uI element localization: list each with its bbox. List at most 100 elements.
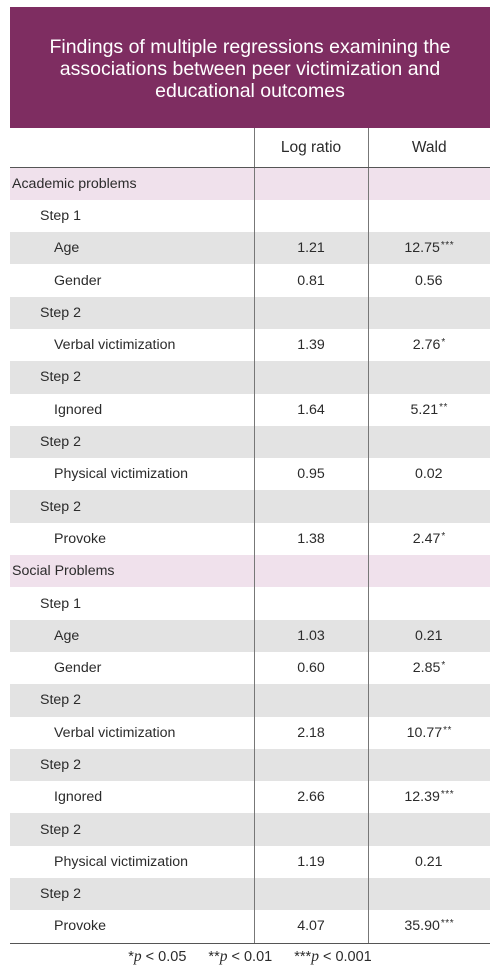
wald-value: 0.21 [414, 627, 443, 644]
log-ratio-cell: 1.64 [253, 393, 368, 426]
wald-value: 0.56 [414, 272, 443, 289]
row-label: Provoke [54, 918, 107, 935]
table-row: Gender 0.60 2.85* [10, 651, 490, 685]
significance-stars: ** [439, 401, 448, 413]
significance-footnote: *p < 0.05 **p < 0.01 ***p < 0.001 [0, 948, 500, 966]
log-ratio-cell [253, 167, 368, 200]
log-ratio-cell: 0.60 [253, 651, 368, 685]
row-label: Step 2 [10, 878, 254, 911]
row-label: Step 1 [40, 207, 82, 224]
wald-value: 10.77 [406, 724, 443, 741]
log-ratio-cell: 1.38 [253, 522, 368, 556]
log-ratio-cell [253, 684, 368, 717]
log-ratio-cell [253, 587, 368, 620]
log-ratio-cell [253, 878, 368, 911]
significance-stars: *** [440, 789, 455, 801]
title-line: Findings of multiple regressions examini… [49, 36, 451, 58]
log-ratio-cell [253, 555, 368, 588]
wald-cell: 10.77** [367, 716, 490, 749]
footnote-p01: **p < 0.01 [208, 948, 273, 965]
regression-table: Log ratio Wald Academic problems Step 1 Ag… [10, 128, 490, 943]
wald-cell: 12.39*** [367, 781, 490, 814]
wald-cell: 2.47* [367, 522, 490, 556]
log-ratio-cell: 1.39 [253, 328, 368, 362]
step-row: Step 2 [10, 878, 490, 911]
significance-stars: ** [443, 724, 452, 736]
step-row: Step 2 [10, 813, 490, 846]
header-row: Log ratio Wald [10, 128, 490, 168]
wald-cell [367, 296, 490, 329]
row-label: Step 2 [10, 361, 254, 394]
row-label: Provoke [54, 530, 107, 547]
log-ratio-cell [253, 296, 368, 329]
step-row: Step 2 [10, 361, 490, 394]
title-line: educational outcomes [155, 80, 345, 102]
wald-cell [367, 748, 490, 782]
row-label: Gender [54, 272, 102, 289]
log-ratio-cell [253, 361, 368, 394]
wald-cell: 0.56 [367, 264, 490, 297]
log-ratio-cell [253, 813, 368, 846]
row-label: Academic problems [10, 167, 254, 200]
wald-cell: 0.21 [367, 845, 490, 879]
step-row: Step 1 [10, 587, 490, 620]
table-row: Age 1.21 12.75*** [10, 232, 490, 265]
significance-stars: * [441, 660, 446, 672]
wald-cell [367, 167, 490, 200]
wald-cell [367, 199, 490, 233]
log-ratio-cell: 1.21 [253, 232, 368, 265]
row-label: Ignored [54, 789, 103, 806]
wald-value: 5.21 [410, 401, 439, 418]
wald-cell [367, 361, 490, 394]
log-ratio-cell [253, 490, 368, 523]
row-label: Step 2 [10, 296, 254, 329]
step-row: Step 2 [10, 425, 490, 459]
step-row: Step 2 [10, 296, 490, 329]
table-row: Physical victimization 1.19 0.21 [10, 845, 490, 879]
log-ratio-cell: 1.03 [253, 619, 368, 652]
log-ratio-cell [253, 748, 368, 782]
row-label: Step 2 [10, 490, 254, 523]
header-blank [10, 128, 254, 168]
row-label: Ignored [54, 401, 103, 418]
table-row: Ignored 1.64 5.21** [10, 393, 490, 426]
table-row: Provoke 1.38 2.47* [10, 522, 490, 556]
log-ratio-cell: 0.81 [253, 264, 368, 297]
significance-stars: * [441, 337, 446, 349]
row-label: Verbal victimization [54, 337, 176, 354]
section-row: Academic problems [10, 167, 490, 200]
wald-cell [367, 813, 490, 846]
wald-value: 35.90 [404, 918, 440, 935]
step-row: Step 2 [10, 684, 490, 717]
table-body: Academic problems Step 1 Age 1.21 12.75*** Ge… [10, 167, 490, 943]
row-label: Step 2 [10, 425, 254, 459]
log-ratio-cell: 2.18 [253, 716, 368, 749]
row-label: Step 1 [40, 595, 82, 612]
wald-cell: 0.21 [367, 619, 490, 652]
wald-cell: 2.85* [367, 651, 490, 685]
wald-cell [367, 878, 490, 911]
row-label: Age [10, 232, 254, 265]
log-ratio-cell: 0.95 [253, 458, 368, 491]
table-row: Physical victimization 0.95 0.02 [10, 458, 490, 491]
row-label: Step 2 [10, 813, 254, 846]
table-title: Findings of multiple regressions examini… [10, 7, 490, 128]
wald-value: 12.39 [404, 789, 440, 806]
log-ratio-cell: 4.07 [253, 910, 368, 943]
table-bottom-rule [10, 942, 490, 944]
footnote-p001: ***p < 0.001 [294, 948, 372, 965]
wald-value: 0.21 [414, 853, 443, 870]
row-label: Gender [54, 660, 102, 677]
wald-value: 12.75 [404, 240, 440, 257]
title-line: associations between peer victimization … [59, 58, 441, 80]
step-row: Step 2 [10, 490, 490, 523]
section-row: Social Problems [10, 555, 490, 588]
wald-cell: 35.90*** [367, 910, 490, 943]
wald-cell [367, 555, 490, 588]
log-ratio-cell [253, 425, 368, 459]
row-label: Verbal victimization [54, 724, 176, 741]
wald-cell: 2.76* [367, 328, 490, 362]
header-wald: Wald [367, 128, 490, 168]
significance-stars: * [441, 530, 446, 542]
table-row: Provoke 4.07 35.90*** [10, 910, 490, 943]
